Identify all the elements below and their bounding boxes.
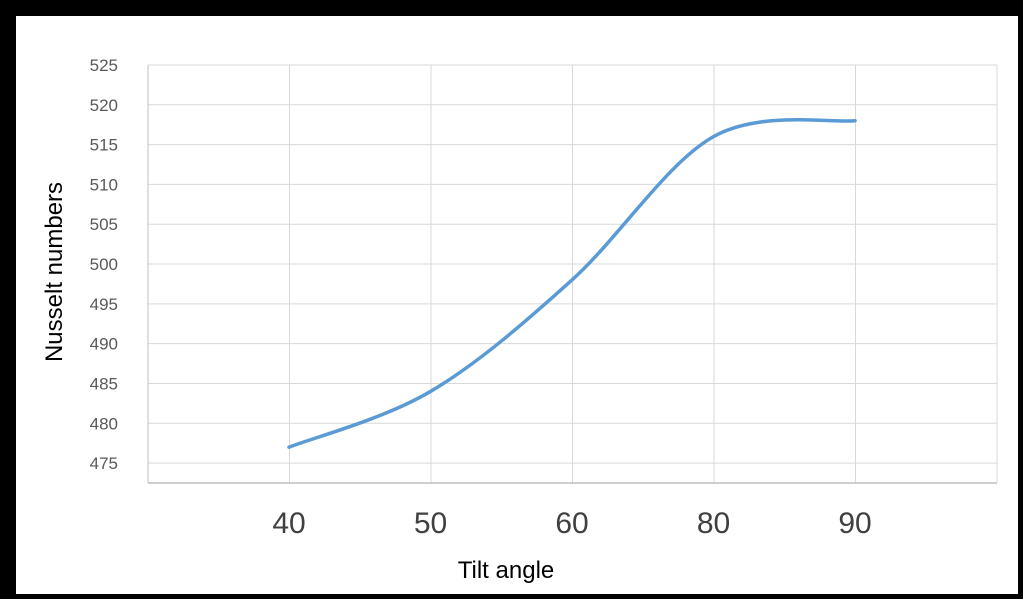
- y-axis-label: Nusselt numbers: [41, 182, 68, 362]
- frame-border-left: [0, 0, 16, 599]
- x-tick-label: 40: [272, 507, 305, 540]
- x-tick-labels: 40 50 60 80 90: [272, 507, 871, 540]
- y-tick-label: 475: [90, 454, 118, 473]
- y-tick-label: 500: [90, 255, 118, 274]
- x-tick-label: 80: [697, 507, 730, 540]
- y-tick-label: 485: [90, 374, 118, 393]
- y-tick-label: 495: [90, 295, 118, 314]
- axes: [147, 65, 998, 484]
- frame-border-top: [0, 0, 1023, 16]
- x-axis-label: Tilt angle: [458, 557, 555, 584]
- y-tick-labels: 525 520 515 510 505 500 495 490 485 480 475: [90, 56, 118, 473]
- y-tick-label: 505: [90, 215, 118, 234]
- x-tick-label: 60: [555, 507, 588, 540]
- frame-border-right: [1018, 0, 1023, 599]
- grid: [147, 64, 998, 483]
- y-tick-label: 515: [90, 136, 118, 155]
- y-tick-label: 525: [90, 56, 118, 75]
- x-tick-label: 50: [414, 507, 447, 540]
- y-tick-label: 510: [90, 175, 118, 194]
- x-tick-label: 90: [838, 507, 871, 540]
- series: [287, 117, 857, 449]
- y-tick-label: 490: [90, 335, 118, 354]
- series-line: [287, 117, 857, 449]
- y-tick-label: 480: [90, 414, 118, 433]
- y-tick-label: 520: [90, 96, 118, 115]
- frame-border-bottom: [0, 594, 1023, 599]
